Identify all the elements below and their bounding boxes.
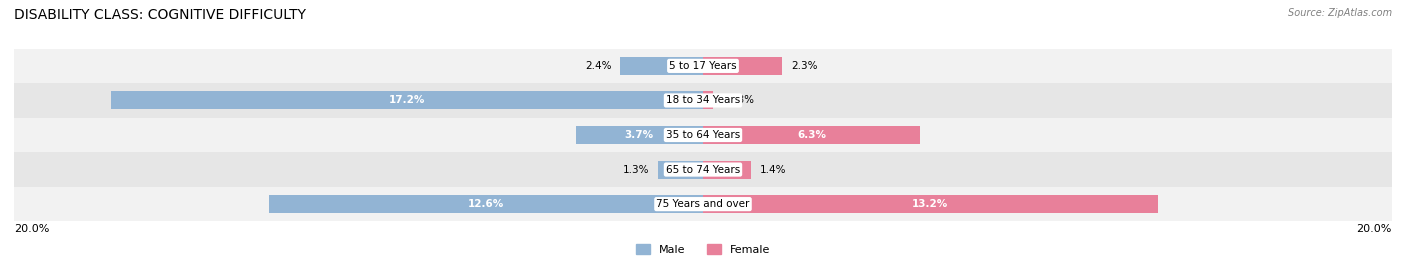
Bar bbox=[703, 195, 1157, 213]
Bar bbox=[269, 195, 703, 213]
Text: DISABILITY CLASS: COGNITIVE DIFFICULTY: DISABILITY CLASS: COGNITIVE DIFFICULTY bbox=[14, 8, 307, 22]
Bar bbox=[703, 126, 920, 144]
Text: 65 to 74 Years: 65 to 74 Years bbox=[666, 164, 740, 175]
Bar bbox=[575, 126, 703, 144]
Text: 1.3%: 1.3% bbox=[623, 164, 650, 175]
Text: 12.6%: 12.6% bbox=[468, 199, 505, 209]
Bar bbox=[14, 49, 1392, 83]
Bar bbox=[703, 57, 782, 75]
Legend: Male, Female: Male, Female bbox=[631, 239, 775, 259]
Text: 75 Years and over: 75 Years and over bbox=[657, 199, 749, 209]
Bar bbox=[703, 161, 751, 178]
Text: 13.2%: 13.2% bbox=[912, 199, 949, 209]
Text: 2.4%: 2.4% bbox=[585, 61, 612, 71]
Text: 5 to 17 Years: 5 to 17 Years bbox=[669, 61, 737, 71]
Bar bbox=[14, 152, 1392, 187]
Bar bbox=[14, 118, 1392, 152]
Bar bbox=[14, 187, 1392, 221]
Bar bbox=[620, 57, 703, 75]
Text: 3.7%: 3.7% bbox=[624, 130, 654, 140]
Bar bbox=[703, 92, 713, 109]
Text: 17.2%: 17.2% bbox=[388, 95, 425, 106]
Bar bbox=[111, 92, 703, 109]
Text: 6.3%: 6.3% bbox=[797, 130, 825, 140]
Text: Source: ZipAtlas.com: Source: ZipAtlas.com bbox=[1288, 8, 1392, 18]
Bar bbox=[14, 83, 1392, 118]
Text: 1.4%: 1.4% bbox=[759, 164, 786, 175]
Text: 20.0%: 20.0% bbox=[14, 224, 49, 234]
Bar bbox=[658, 161, 703, 178]
Text: 2.3%: 2.3% bbox=[790, 61, 817, 71]
Text: 0.28%: 0.28% bbox=[721, 95, 754, 106]
Text: 20.0%: 20.0% bbox=[1357, 224, 1392, 234]
Text: 35 to 64 Years: 35 to 64 Years bbox=[666, 130, 740, 140]
Text: 18 to 34 Years: 18 to 34 Years bbox=[666, 95, 740, 106]
